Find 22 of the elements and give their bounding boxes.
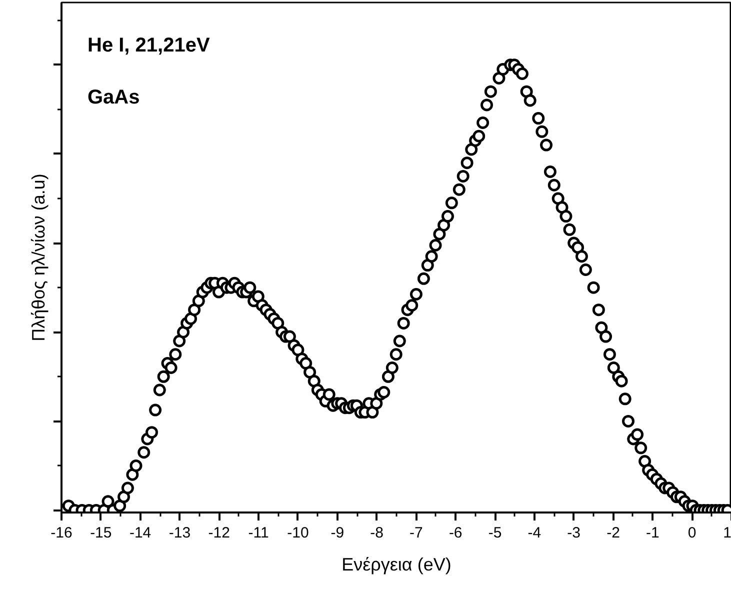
x-tick-label: -14 — [129, 524, 152, 542]
x-tick-label: -16 — [50, 524, 72, 542]
annotation: GaAs — [88, 86, 140, 108]
x-tick-label: -1 — [646, 524, 660, 542]
text: He I, 21,21eV — [88, 34, 210, 56]
x-tick-label: -3 — [567, 524, 581, 542]
x-tick-label: -11 — [248, 524, 269, 542]
x-tick-label: 0 — [688, 524, 696, 542]
x-tick-label: -8 — [370, 524, 384, 542]
x-tick-label: -2 — [606, 524, 620, 542]
x-tick-label: -7 — [410, 524, 423, 542]
x-tick-label: -15 — [90, 524, 112, 542]
x-tick-label: -4 — [528, 524, 542, 542]
x-axis-title: Ενέργεια (eV) — [342, 554, 452, 574]
x-tick-label: -9 — [330, 524, 344, 542]
x-tick-label: -10 — [287, 524, 309, 542]
x-tick-label: -13 — [168, 524, 191, 542]
x-tick-label: 1 — [723, 524, 731, 542]
y-axis-title: Πλήθος ηλ/νίων (a.u) — [28, 174, 48, 342]
x-tick-label: -12 — [208, 524, 230, 542]
x-tick-label: -5 — [488, 524, 502, 542]
x-tick-label: -6 — [448, 524, 462, 542]
